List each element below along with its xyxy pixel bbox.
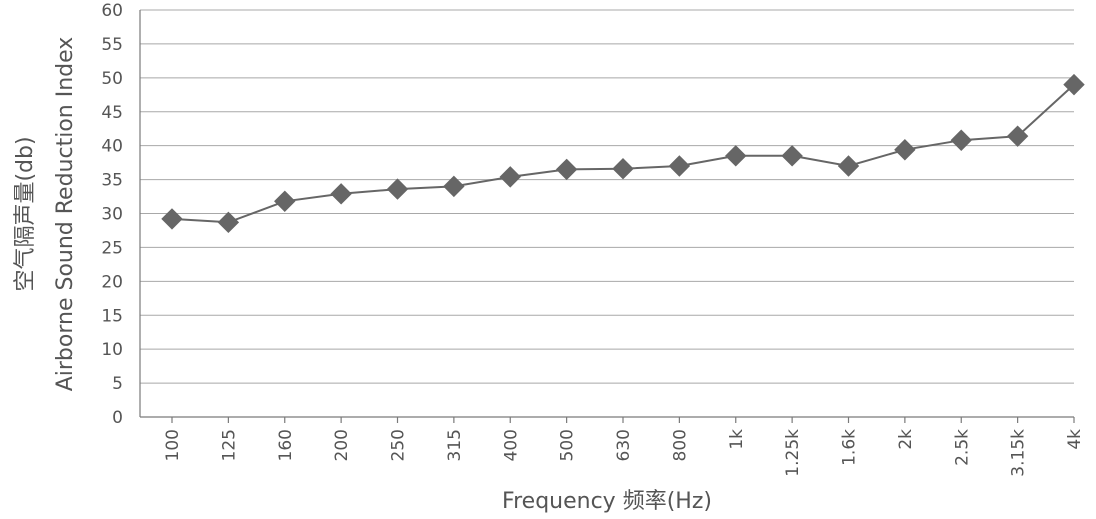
y-tick-label: 35 — [101, 171, 123, 191]
data-point-3.15k — [1006, 125, 1029, 147]
x-tick-label: 125 — [219, 429, 239, 461]
data-point-800 — [668, 155, 691, 177]
x-tick-label: 1k — [727, 429, 747, 450]
x-tick-label: 630 — [614, 429, 634, 461]
data-point-1.6k — [837, 155, 860, 177]
y-tick-label: 40 — [101, 137, 123, 157]
x-tick-label: 800 — [670, 429, 690, 461]
data-point-400 — [499, 166, 521, 188]
y-tick-label: 50 — [101, 69, 123, 89]
y-tick-labels: 0 5 10 15 20 25 30 35 40 45 50 55 60 — [101, 1, 123, 428]
x-tick-labels: 100 125 160 200 250 315 400 500 630 800 1k 1.25k 1.6… — [163, 429, 1085, 477]
x-tick-label: 3.15k — [1009, 429, 1029, 477]
series — [161, 73, 1085, 234]
data-point-2.5k — [950, 129, 972, 151]
y-axis-title-english: Airborne Sound Reduction Index — [53, 37, 78, 392]
x-tick-label: 1.25k — [783, 429, 803, 477]
data-point-4k — [1063, 73, 1085, 96]
x-tick-label: 250 — [389, 429, 409, 461]
data-point-500 — [555, 158, 578, 181]
x-tick-label: 315 — [445, 429, 465, 461]
y-tick-label: 0 — [112, 408, 123, 428]
x-axis-title: Frequency 频率(Hz) — [502, 489, 712, 514]
x-tick-label: 200 — [332, 429, 352, 461]
x-tick-label: 500 — [558, 429, 578, 461]
data-point-1.25k — [781, 145, 803, 167]
data-point-630 — [612, 158, 634, 180]
y-tick-label: 60 — [101, 1, 123, 21]
data-point-125 — [217, 211, 240, 234]
y-tick-label: 15 — [101, 306, 123, 326]
data-point-250 — [386, 178, 409, 200]
gridlines — [140, 9, 1074, 384]
x-tick-label: 100 — [163, 429, 183, 461]
x-tick-label: 1.6k — [840, 429, 860, 466]
x-tick-label: 4k — [1065, 429, 1085, 450]
x-tick-label: 160 — [276, 429, 296, 461]
y-tick-label: 10 — [101, 340, 123, 360]
series-line — [171, 83, 1075, 224]
data-point-100 — [161, 208, 183, 230]
x-tick-label: 400 — [501, 429, 521, 461]
data-point-160 — [274, 190, 296, 212]
x-tick-label: 2k — [896, 429, 916, 450]
data-point-1k — [725, 145, 747, 167]
y-tick-label: 5 — [112, 374, 123, 394]
data-point-2k — [894, 139, 916, 161]
data-point-315 — [443, 175, 465, 198]
y-axis-title-chinese: 空气隔声量(db) — [13, 136, 38, 291]
y-tick-label: 55 — [101, 35, 123, 55]
data-point-200 — [330, 183, 352, 205]
axes — [139, 10, 1075, 423]
y-tick-label: 25 — [101, 238, 123, 258]
y-tick-label: 20 — [101, 272, 123, 292]
y-tick-label: 30 — [101, 205, 123, 225]
x-tick-label: 2.5k — [952, 429, 972, 466]
y-tick-label: 45 — [101, 103, 123, 123]
